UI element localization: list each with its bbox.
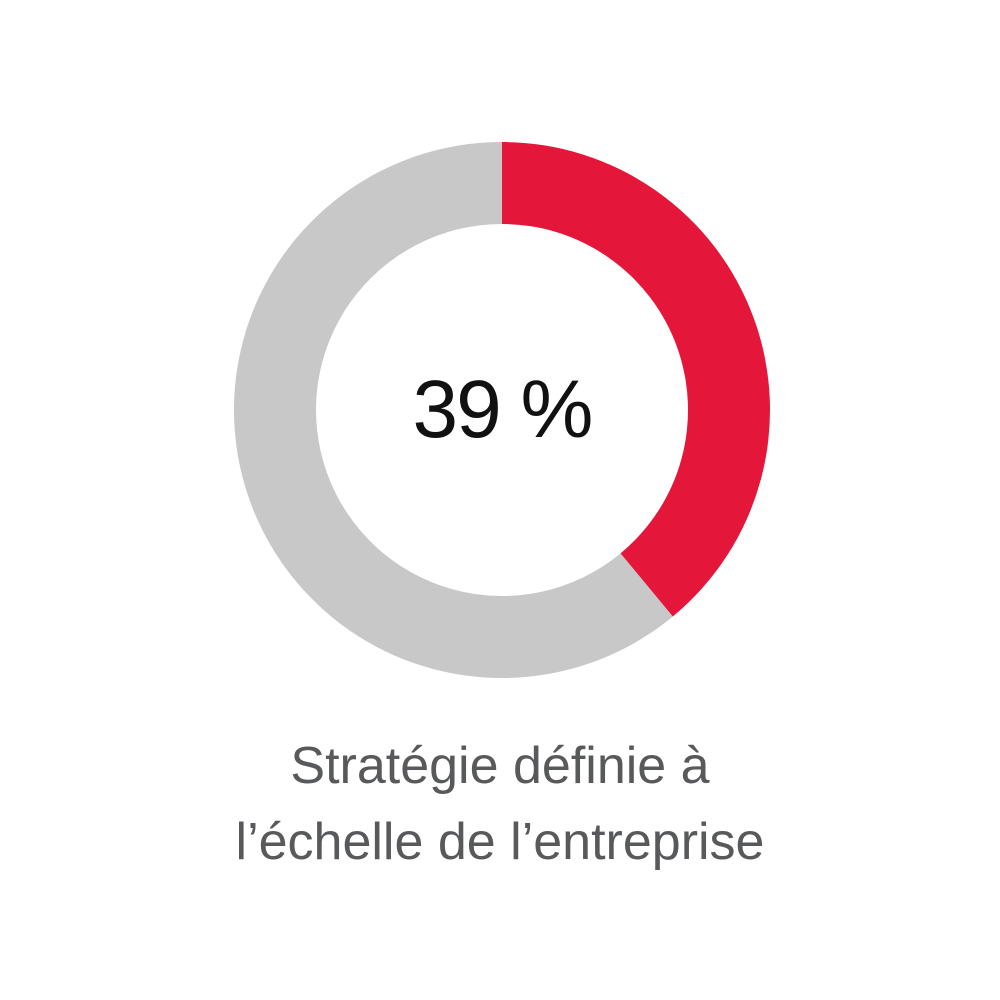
caption-line-1: Stratégie définie à (290, 737, 710, 795)
center-value-label: 39 % (412, 364, 594, 455)
caption-line-2: l’échelle de l’entreprise (235, 813, 765, 871)
chart-caption: Stratégie définie à l’échelle de l’entre… (0, 728, 1000, 880)
donut-slice-highlight (502, 142, 771, 617)
donut-slice-remainder (234, 142, 673, 678)
